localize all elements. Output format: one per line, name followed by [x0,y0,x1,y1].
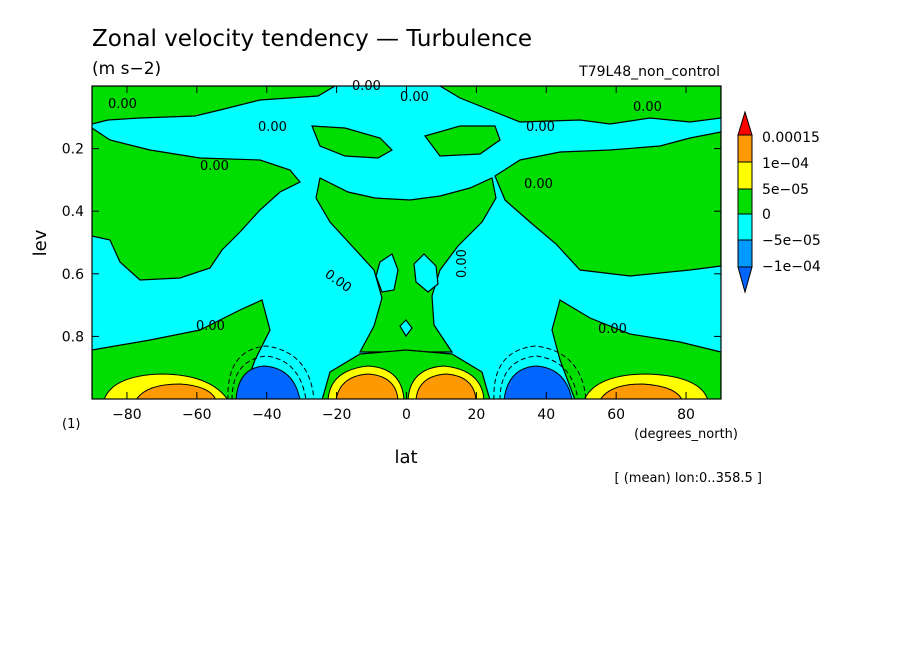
x-tick-label: −40 [252,407,282,423]
positive-maxima [103,365,709,399]
orange-center-right [415,373,477,399]
x-axis: −80 −60 −40 −20 0 20 40 60 80 [112,86,695,423]
green-mid-right-blob [423,125,501,157]
colorbar-bin [737,188,753,215]
colorbar-label: −5e−05 [762,233,821,249]
blue-left [235,365,301,399]
colorbar-label: 5e−05 [762,182,809,198]
x-tick-label: −20 [322,407,352,423]
green-top-right [438,86,721,125]
orange-right [600,383,682,399]
contour-label: 0.00 [258,120,287,135]
contour-label: 0.00 [400,90,429,105]
x-tick-label: 0 [402,407,411,423]
chart-units: (m s−2) [92,59,161,79]
green-regions [92,86,721,399]
x-tick-label: −80 [112,407,142,423]
negative-minima [227,345,587,399]
colorbar-label: 1e−04 [762,156,809,172]
contour-label: 0.00 [598,322,627,337]
green-lower-right [551,299,721,399]
colorbar-bottom-arrow [737,266,753,294]
contour-label: 0.00 [633,100,662,115]
y-axis-units: (1) [62,417,80,432]
x-tick-label: 80 [677,407,695,423]
cyan-hole-small [399,319,413,338]
run-label: T79L48_non_control [578,64,720,80]
contour-labels: 0.00 0.00 0.00 0.00 0.00 0.00 0.00 0.00 … [108,79,662,337]
contour-label: 0.00 [196,319,225,334]
contour-field [92,86,721,399]
y-tick-label: 0.6 [62,267,84,283]
x-tick-label: 20 [467,407,485,423]
x-tick-label: 40 [537,407,555,423]
green-mid-left-blob [311,125,393,159]
y-tick-label: 0.8 [62,329,84,345]
averaging-note: [ (mean) lon:0..358.5 ] [615,471,763,486]
colorbar-bin [737,161,753,190]
orange-center-left [335,373,399,399]
green-lower-left [92,299,271,399]
colorbar-label: −1e−04 [762,259,821,275]
contour-label: 0.00 [108,97,137,112]
dash-right-2 [493,345,587,399]
cyan-hole-right [413,253,439,293]
colorbar-bin [737,134,753,163]
orange-left [136,383,217,399]
x-axis-units: (degrees_north) [634,427,738,442]
y-tick-label: 0.4 [62,204,84,220]
green-right-band [494,131,721,277]
contour-label: 0.00 [200,159,229,174]
dash-left-1 [231,355,307,399]
contour-label: 0.00 [526,120,555,135]
chart-title: Zonal velocity tendency — Turbulence [92,26,532,52]
colorbar-bin [737,239,753,268]
colorbar-bin [737,213,753,241]
colorbar-label: 0.00015 [762,130,820,146]
cyan-holes [375,253,439,338]
x-tick-label: 60 [607,407,625,423]
y-tick-label: 0.2 [62,142,84,158]
y-axis-label: lev [30,229,51,256]
dash-left-2 [227,345,315,399]
dash-right-1 [499,355,579,399]
blue-right [503,365,573,399]
cyan-hole-left [375,253,399,293]
x-tick-label: −60 [182,407,212,423]
green-left-band [92,127,301,281]
green-top-left [92,86,337,125]
colorbar-label: 0 [762,207,771,223]
colorbar-top-arrow [737,110,753,136]
colorbar: 0.00015 1e−04 5e−05 0 −5e−05 −1e−04 [737,110,821,294]
x-axis-label: lat [394,447,417,468]
contour-label: 0.00 [524,177,553,192]
y-axis: 0.2 0.4 0.6 0.8 [62,142,721,345]
contour-label: 0.00 [455,249,470,278]
